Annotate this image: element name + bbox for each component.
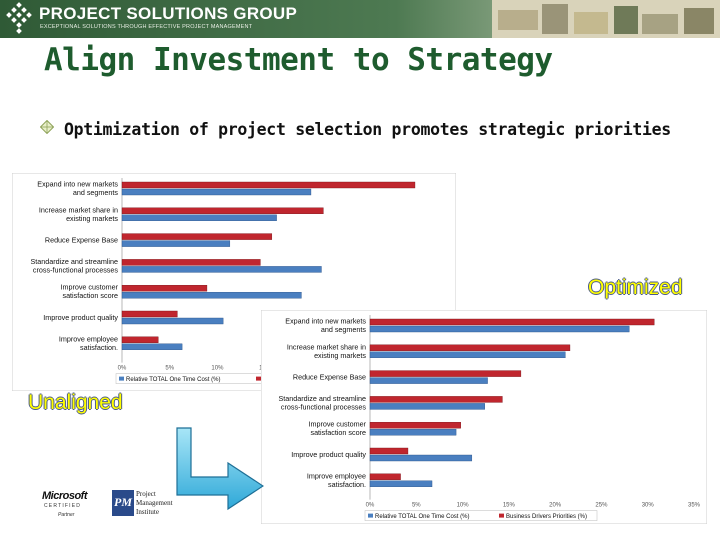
brand-name: PROJECT SOLUTIONS GROUP [39,4,298,23]
pmi-line-institute: Institute [136,508,159,516]
bar-priority-3 [121,233,273,240]
elbow-arrow-icon [176,427,264,511]
x-tick-label: 5% [412,503,421,509]
x-tick-label: 15% [503,503,516,509]
category-label-3: Reduce Expense Base [293,373,366,382]
unaligned-chart: Expand into new markets and segments Incre… [12,173,456,391]
legend-swatch-cost [119,376,124,381]
x-tick-label: 10% [211,366,224,372]
legend-label-cost: Relative TOTAL One Time Cost (%) [126,377,220,383]
category-label-4: Standardize and streamline cross-function… [279,394,367,412]
bar-cost-6 [369,454,473,462]
pmi-line-management: Management [136,499,173,507]
optimized-callout: Optimized [588,276,683,299]
microsoft-certified-partner-logo: Microsoft CERTIFIED Partner [42,490,98,526]
microsoft-logo-word: Microsoft [42,490,88,502]
bar-priority-1 [121,181,416,189]
x-tick-label: 0% [118,366,127,372]
category-label-2: Increase market share in existing markets [287,342,367,360]
category-label-1: Expand into new markets and segments [285,317,366,335]
category-label-1: Expand into new markets and segments [37,180,118,198]
legend-swatch-priority [256,376,261,381]
bar-priority-7 [121,336,159,344]
legend-label-cost: Relative TOTAL One Time Cost (%) [375,514,469,520]
bullet-diamond-icon [40,120,54,134]
bar-cost-2 [369,351,566,358]
bar-cost-1 [369,325,630,333]
bar-cost-2 [121,214,277,221]
bar-cost-7 [121,343,183,351]
header-bar: PROJECT SOLUTIONS GROUP EXCEPTIONAL SOLU… [0,0,720,38]
brand-tagline: EXCEPTIONAL SOLUTIONS THROUGH EFFECTIVE … [40,24,253,30]
category-label-5: Improve customer satisfaction score [60,283,118,301]
bar-priority-7 [369,473,401,481]
psg-logo-icon [6,2,32,34]
pmi-mark-icon: PM [112,490,134,516]
category-label-6: Improve product quality [43,313,118,322]
legend-label-priority: Business Drivers Priorities (%) [506,514,587,520]
bar-priority-2 [369,344,571,351]
category-label-5: Improve customer satisfaction score [308,420,366,438]
bar-priority-5 [369,421,461,429]
bar-cost-3 [121,240,231,247]
header-photo-icon [492,0,720,38]
x-tick-label: 0% [366,503,375,509]
x-tick-label: 20% [549,503,562,509]
microsoft-certified-text: CERTIFIED [44,503,82,509]
bullet-text: Optimization of project selection promot… [64,120,671,139]
bar-priority-2 [121,207,324,214]
microsoft-partner-text: Partner [58,512,75,518]
legend-swatch-priority [499,513,504,518]
bar-priority-4 [369,396,503,403]
bar-priority-6 [121,310,178,318]
x-tick-label: 5% [165,366,174,372]
bar-priority-5 [121,284,208,292]
bar-priority-3 [369,370,522,377]
category-label-7: Improve employee satisfaction. [307,471,366,489]
bar-cost-4 [369,403,485,410]
bar-priority-1 [369,318,655,326]
unaligned-callout: Unaligned [28,391,123,414]
bar-priority-6 [369,447,409,455]
bar-cost-3 [369,377,488,384]
x-tick-label: 30% [642,503,655,509]
category-label-2: Increase market share in existing markets [39,205,119,223]
bar-cost-5 [121,291,302,299]
x-tick-label: 25% [595,503,608,509]
category-label-7: Improve employee satisfaction. [59,334,118,352]
bar-cost-7 [369,480,433,488]
category-label-3: Reduce Expense Base [45,236,118,245]
pmi-line-project: Project [136,490,156,498]
bar-cost-5 [369,428,457,436]
optimized-chart: Expand into new markets and segments Incre… [261,310,707,524]
bar-cost-1 [121,188,312,196]
x-tick-label: 10% [457,503,470,509]
bar-cost-6 [121,317,224,325]
legend-swatch-cost [368,513,373,518]
category-label-6: Improve product quality [291,450,366,459]
category-label-4: Standardize and streamline cross-function… [31,257,119,275]
pmi-logo: PM Project Management Institute [112,490,182,526]
slide-title: Align Investment to Strategy [44,42,553,78]
svg-text:PM: PM [114,495,132,509]
bar-priority-4 [121,259,261,266]
x-tick-label: 35% [688,503,701,509]
bar-cost-4 [121,266,322,273]
legend-box [364,510,598,521]
